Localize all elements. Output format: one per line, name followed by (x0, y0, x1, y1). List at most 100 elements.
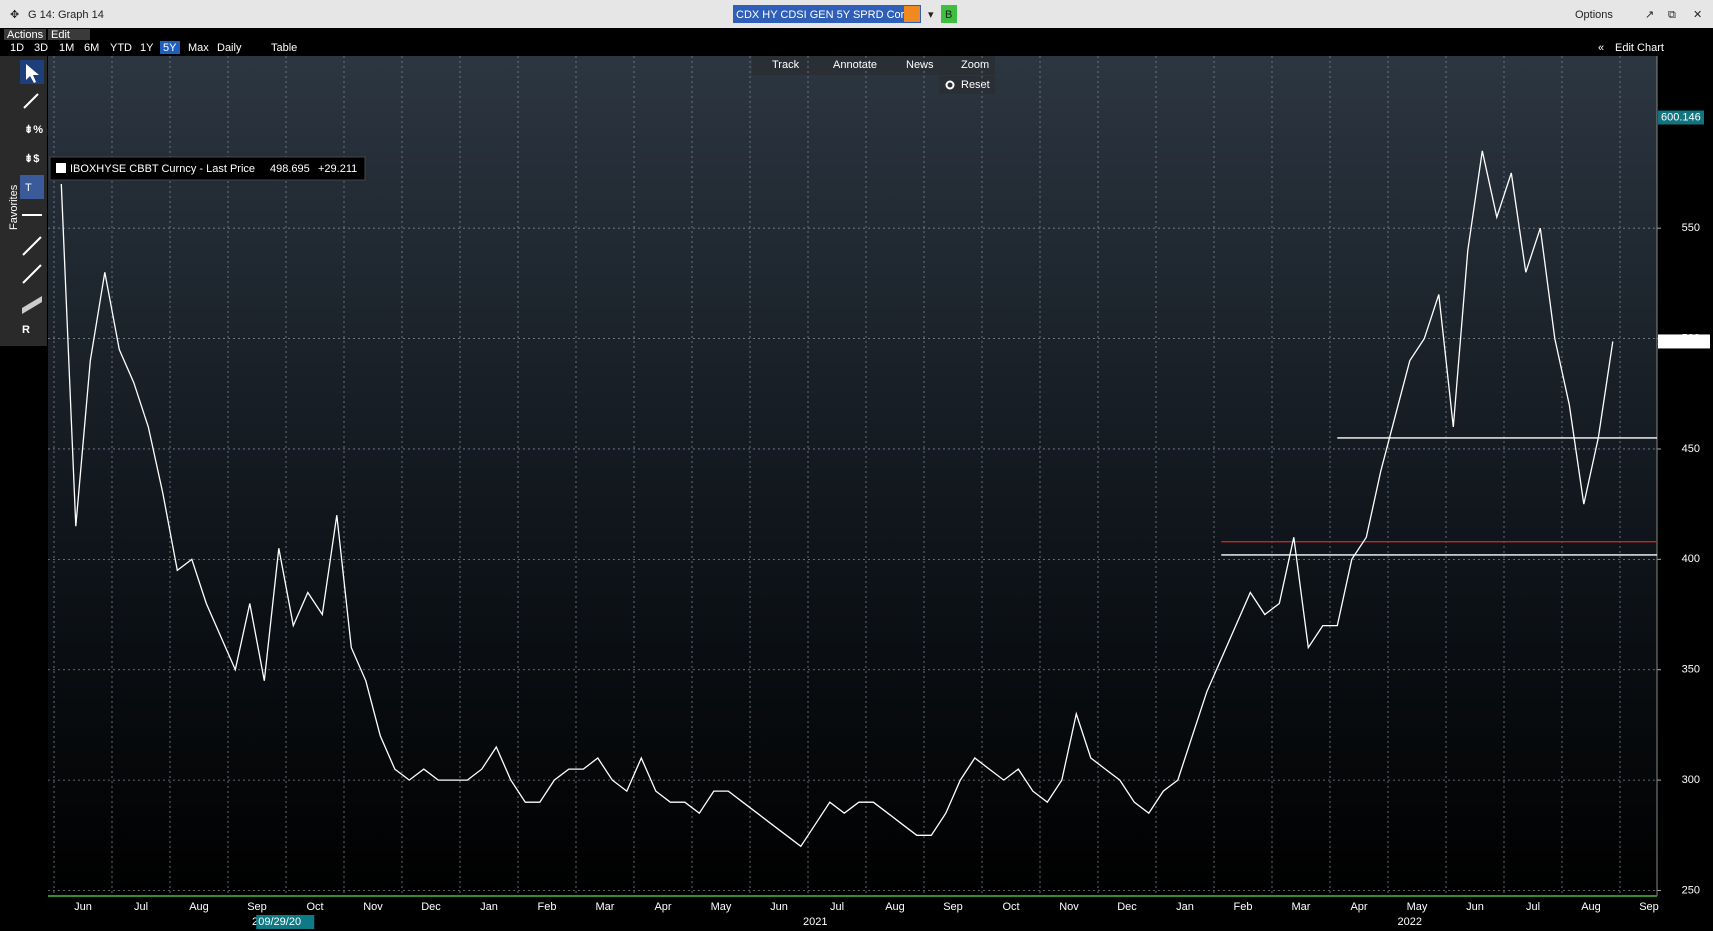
source[interactable]: B (945, 9, 952, 21)
pointer-icon (26, 64, 39, 83)
tool-button[interactable]: Zoom (961, 59, 989, 71)
window-title: G 14: Graph 14 (28, 9, 104, 21)
x-tick-label: Mar (596, 901, 615, 913)
tool-button[interactable]: News (906, 59, 934, 71)
y-tick-label: 350 (1682, 664, 1700, 676)
menu-button[interactable] (48, 29, 90, 40)
channel-tool[interactable] (22, 296, 42, 314)
year-label: 2021 (803, 916, 827, 928)
tool-button[interactable]: Annotate (833, 59, 877, 71)
favorites[interactable]: Favorites (8, 184, 20, 230)
chart: 250300350400450500550600.146JunJulAugSep… (48, 56, 1710, 929)
ticker[interactable]: CDX HY CDSI GEN 5Y SPRD Corp (736, 9, 910, 21)
y-tick-label: 550 (1682, 222, 1700, 234)
period-active (160, 41, 180, 54)
tool-sidebar (0, 56, 47, 346)
menu-label[interactable]: Actions (7, 29, 44, 41)
x-tick-label: Jul (134, 901, 148, 913)
collapse[interactable]: « (1598, 42, 1604, 54)
x-tick-label: Jul (1526, 901, 1540, 913)
ticker-box[interactable] (733, 5, 921, 23)
legend-change: +29.211 (318, 163, 357, 175)
x-tick-label: Mar (1292, 901, 1311, 913)
period-button[interactable]: 1D (10, 42, 24, 54)
dollar-tool[interactable]: ⇟$ (24, 153, 39, 165)
y-tick-label: 250 (1682, 884, 1700, 896)
source-box[interactable] (941, 5, 957, 23)
reset-icon (945, 80, 955, 90)
period-button[interactable]: 1M (59, 42, 74, 54)
x-tick-label: Aug (189, 901, 209, 913)
period-button[interactable]: 1Y (140, 42, 154, 54)
period-button[interactable]: 3D (34, 42, 48, 54)
price-line (60, 150, 1614, 848)
period-button[interactable]: YTD (110, 42, 132, 54)
menu-bar: Actions Edit (4, 29, 90, 41)
menu-button[interactable] (4, 29, 46, 40)
period-button[interactable]: Daily (217, 42, 242, 54)
pen-tool[interactable] (23, 93, 39, 109)
x-tick-label: Jan (1176, 901, 1194, 913)
legend-box (49, 156, 366, 181)
y-tick-label: 400 (1682, 553, 1700, 565)
options[interactable]: Options (1575, 9, 1613, 21)
x-tick-label: Oct (306, 901, 323, 913)
x-tick-label: Jul (830, 901, 844, 913)
year-label: 2022 (1398, 916, 1422, 928)
high-marker: 600.146 (1661, 111, 1701, 123)
menu-label[interactable]: Edit (51, 29, 70, 41)
cursor-date-box (256, 915, 315, 929)
last-price-box (1658, 334, 1710, 349)
chart-toolbar (752, 56, 995, 75)
period-button[interactable]: Table (271, 42, 297, 54)
x-tick-label: Nov (363, 901, 383, 913)
legend-last: 498.695 (270, 163, 310, 175)
close[interactable]: ✕ (1693, 9, 1702, 21)
x-tick-label: Jun (770, 901, 788, 913)
tool-button[interactable]: Track (772, 59, 800, 71)
restore[interactable]: ⧉ (1668, 9, 1676, 21)
ticker-cursor (904, 6, 920, 22)
x-tick-label: Dec (1117, 901, 1137, 913)
x-tick-label: Oct (1002, 901, 1019, 913)
popout[interactable]: ↗ (1645, 9, 1654, 21)
x-tick-label: Sep (1639, 901, 1659, 913)
period-button[interactable]: 5Y (163, 42, 177, 54)
move-icon[interactable]: ✥ (10, 9, 19, 21)
ray-tool[interactable] (22, 264, 42, 284)
cursor-date: 09/29/20 (258, 916, 301, 928)
x-tick-label: Aug (1581, 901, 1601, 913)
x-tick-label: Jun (1466, 901, 1484, 913)
x-tick-label: Jun (74, 901, 92, 913)
x-tick-label: Feb (1234, 901, 1253, 913)
reset-box (939, 76, 995, 94)
percent-tool[interactable]: ⇟% (24, 124, 43, 136)
x-tick-label: Aug (885, 901, 905, 913)
period-button[interactable]: 6M (84, 42, 99, 54)
y-tick-label: 450 (1682, 443, 1700, 455)
tool-button[interactable]: Reset (961, 79, 990, 91)
dropdown[interactable]: ▾ (928, 9, 934, 21)
x-tick-label: Feb (538, 901, 557, 913)
x-tick-label: May (711, 901, 732, 913)
legend-swatch (56, 163, 66, 173)
edit-chart[interactable]: Edit Chart (1615, 42, 1664, 54)
regression-tool[interactable]: R (22, 324, 30, 336)
legend-name[interactable]: IBOXHYSE CBBT Curncy - Last Price (70, 163, 255, 175)
trend-tool[interactable] (22, 236, 42, 256)
x-tick-label: Sep (943, 901, 963, 913)
x-tick-label: Sep (247, 901, 267, 913)
plot-area (48, 56, 1657, 896)
period-button[interactable]: Max (188, 42, 209, 54)
text-tool-icon: T (25, 182, 32, 194)
x-tick-label: Apr (654, 901, 671, 913)
x-tick-label: Apr (1350, 901, 1367, 913)
x-tick-label: May (1407, 901, 1428, 913)
x-tick-label: Jan (480, 901, 498, 913)
x-tick-label: Nov (1059, 901, 1079, 913)
period-bar: 1D 3D 1M 6M YTD 1Y 5Y Max Daily Table (10, 41, 297, 54)
y-tick-label: 300 (1682, 774, 1700, 786)
text-tool[interactable] (20, 175, 44, 199)
